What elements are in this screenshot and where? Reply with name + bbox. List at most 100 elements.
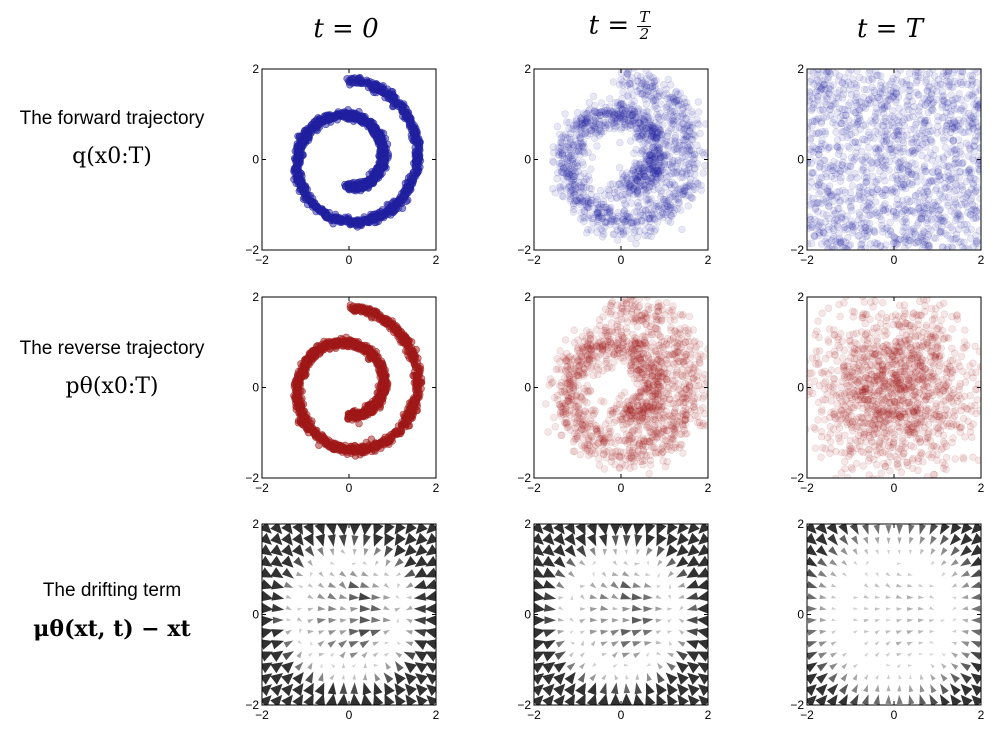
scatter-point <box>628 218 636 227</box>
scatter-point <box>904 168 913 176</box>
scatter-point <box>895 122 903 130</box>
scatter-point <box>672 109 680 117</box>
scatter-point <box>976 194 981 203</box>
scatter-point <box>646 164 654 173</box>
scatter-point <box>573 196 581 204</box>
scatter-point <box>615 81 624 89</box>
scatter-point <box>893 195 902 204</box>
scatter-point <box>680 164 689 173</box>
scatter-point <box>674 117 682 125</box>
scatter-point <box>598 214 606 223</box>
scatter-point <box>611 99 620 107</box>
scatter-point <box>644 156 652 164</box>
scatter-point <box>936 190 944 199</box>
scatter-point <box>895 127 903 135</box>
scatter-point <box>648 122 656 130</box>
scatter-point <box>570 172 579 181</box>
scatter-point <box>595 109 603 117</box>
scatter-point <box>924 242 933 250</box>
scatter-point <box>878 204 886 213</box>
scatter-point <box>658 209 667 217</box>
scatter-point <box>593 128 602 136</box>
scatter-point <box>652 151 661 159</box>
scatter-point <box>876 167 884 175</box>
scatter-point <box>558 138 566 146</box>
scatter-point <box>851 138 859 146</box>
scatter-point <box>628 111 636 119</box>
scatter-point <box>868 158 876 166</box>
scatter-point <box>640 164 649 172</box>
scatter-point <box>558 149 567 157</box>
scatter-point <box>872 144 880 152</box>
scatter-point <box>578 141 587 149</box>
scatter-point <box>571 152 579 160</box>
scatter-point <box>846 162 854 170</box>
scatter-point <box>856 73 864 82</box>
scatter-point <box>674 186 682 195</box>
scatter-point <box>911 192 920 200</box>
scatter-point <box>647 168 655 176</box>
scatter-point <box>934 210 943 219</box>
scatter-point <box>567 166 575 174</box>
scatter-point <box>657 153 665 162</box>
scatter-point <box>590 106 599 115</box>
scatter-point <box>943 162 951 171</box>
scatter-point <box>876 143 884 151</box>
scatter-point <box>865 203 873 211</box>
scatter-point <box>868 172 877 181</box>
scatter-point <box>853 143 861 152</box>
scatter-point <box>908 97 916 106</box>
scatter-point <box>896 69 904 74</box>
scatter-point <box>808 117 817 125</box>
scatter-point <box>575 134 584 142</box>
scatter-point <box>624 117 632 125</box>
scatter-point <box>672 97 681 106</box>
scatter-point <box>651 172 659 180</box>
scatter-point <box>647 149 655 158</box>
scatter-point <box>580 139 588 147</box>
scatter-point <box>666 81 675 89</box>
scatter-point <box>571 197 579 205</box>
scatter-point <box>569 166 577 175</box>
scatter-point <box>578 197 587 205</box>
scatter-point <box>620 184 629 193</box>
scatter-point <box>355 182 364 190</box>
scatter-point <box>845 131 854 139</box>
scatter-point <box>610 111 618 119</box>
scatter-point <box>851 169 859 178</box>
scatter-point <box>639 115 648 124</box>
scatter-point <box>972 239 980 248</box>
scatter-point <box>617 230 625 239</box>
scatter-point <box>863 189 871 198</box>
scatter-point <box>916 214 924 223</box>
scatter-point <box>892 234 900 243</box>
scatter-point <box>924 224 932 233</box>
scatter-point <box>902 215 910 223</box>
scatter-point <box>606 107 615 115</box>
scatter-point <box>863 100 871 108</box>
scatter-point <box>853 174 861 182</box>
scatter-point <box>614 99 622 107</box>
scatter-point <box>841 245 850 250</box>
scatter-point <box>631 162 639 171</box>
scatter-point <box>591 114 600 122</box>
scatter-point <box>632 218 641 226</box>
scatter-point <box>616 100 625 108</box>
scatter-point <box>602 123 610 132</box>
scatter-point <box>919 123 928 132</box>
scatter-point <box>571 184 580 193</box>
scatter-point <box>817 240 826 248</box>
scatter-point <box>680 136 688 144</box>
scatter-point <box>587 165 595 173</box>
scatter-point <box>963 94 971 102</box>
scatter-point <box>971 136 979 145</box>
scatter-point <box>929 168 937 177</box>
scatter-point <box>914 90 922 99</box>
scatter-point <box>597 108 605 116</box>
scatter-point <box>660 160 668 169</box>
scatter-point <box>623 110 631 118</box>
scatter-point <box>885 157 894 166</box>
scatter-point <box>668 108 676 116</box>
scatter-point <box>892 84 900 93</box>
scatter-point <box>664 167 672 175</box>
